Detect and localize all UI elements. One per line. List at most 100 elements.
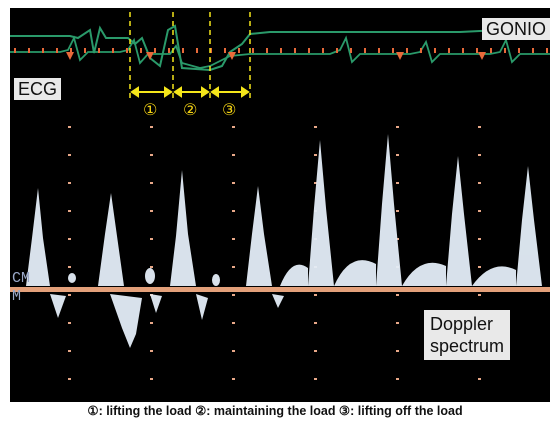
grid-dot	[478, 294, 481, 296]
grid-dot	[232, 126, 235, 128]
diastolic-flow	[334, 260, 376, 286]
flow-fleck	[145, 268, 155, 284]
grid-dot	[396, 154, 399, 156]
scope-graphics	[10, 12, 550, 380]
grid-dot	[150, 322, 153, 324]
gonio-trace	[10, 24, 550, 72]
ecg-tick	[378, 48, 380, 53]
ecg-tick	[84, 48, 86, 53]
ecg-tick	[518, 48, 520, 53]
doppler-baseline	[10, 287, 550, 292]
ecg-tick	[336, 48, 338, 53]
grid-dot	[478, 210, 481, 212]
ecg-tick	[112, 48, 114, 53]
ecg-tick	[224, 48, 226, 53]
ecg-tick	[238, 48, 240, 53]
ecg-tick	[350, 48, 352, 53]
systolic-peak	[26, 188, 50, 286]
ecg-tick	[364, 48, 366, 53]
grid-dot	[232, 210, 235, 212]
ecg-tick	[182, 48, 184, 53]
doppler-label-line1: Doppler	[430, 314, 494, 334]
grid-dot	[314, 154, 317, 156]
r-wave-marker	[146, 52, 154, 60]
phase-boundaries	[129, 12, 251, 100]
reverse-flow	[50, 294, 66, 318]
grid-dot	[150, 266, 153, 268]
grid-dot	[396, 238, 399, 240]
ecg-tick	[490, 48, 492, 53]
grid-dot	[396, 378, 399, 380]
ecg-tick	[322, 48, 324, 53]
ecg-tick	[140, 48, 142, 53]
ecg-tick	[154, 48, 156, 53]
grid-dot	[396, 322, 399, 324]
ecg-tick	[252, 48, 254, 53]
reverse-flow	[196, 294, 208, 320]
phase-number-2: ②	[183, 100, 198, 119]
systolic-peak	[246, 186, 272, 286]
grid-dot	[232, 182, 235, 184]
doppler-label-line2: spectrum	[430, 336, 505, 356]
grid-dot	[232, 294, 235, 296]
grid-dot	[150, 126, 153, 128]
flow-fleck	[68, 273, 76, 283]
doppler-spectrum	[26, 134, 542, 348]
grid-dot	[68, 266, 71, 268]
grid-dot	[314, 378, 317, 380]
grid-dot	[396, 210, 399, 212]
grid-dot	[68, 378, 71, 380]
grid-dot	[396, 294, 399, 296]
systolic-peak	[308, 140, 334, 286]
ecg-tick	[126, 48, 128, 53]
grid-dot	[150, 210, 153, 212]
grid-dot	[478, 266, 481, 268]
ecg-tick	[532, 48, 534, 53]
ecg-tick	[168, 48, 170, 53]
grid-dot	[396, 126, 399, 128]
ecg-tick	[462, 48, 464, 53]
grid-dot	[232, 238, 235, 240]
grid-dot	[150, 350, 153, 352]
ecg-tick	[280, 48, 282, 53]
grid-dot	[150, 238, 153, 240]
ecg-tick	[420, 48, 422, 53]
grid-dot	[68, 126, 71, 128]
grid-dot	[314, 350, 317, 352]
ecg-tick	[448, 48, 450, 53]
grid-dot	[314, 322, 317, 324]
ecg-tick	[42, 48, 44, 53]
ecg-marker-ticks	[14, 48, 548, 53]
ecg-label: ECG	[14, 78, 62, 100]
ecg-tick	[196, 48, 198, 53]
grid-dot	[478, 238, 481, 240]
ecg-tick	[392, 48, 394, 53]
ecg-tick	[56, 48, 58, 53]
gonio-label: GONIO	[481, 18, 550, 40]
grid-dot	[68, 294, 71, 296]
grid-dot	[232, 154, 235, 156]
grid-dot	[314, 182, 317, 184]
ecg-tick	[476, 48, 478, 53]
phase-number-3: ③	[222, 100, 237, 119]
grid-dot	[396, 350, 399, 352]
reverse-flow	[150, 294, 162, 313]
ecg-tick	[14, 48, 16, 53]
reverse-flow	[272, 294, 284, 308]
ecg-tick	[98, 48, 100, 53]
ecg-tick	[308, 48, 310, 53]
grid-dot	[150, 378, 153, 380]
systolic-peak	[446, 156, 472, 286]
grid-dot	[232, 266, 235, 268]
grid-dot	[68, 322, 71, 324]
ecg-tick	[210, 48, 212, 53]
r-wave-marker	[396, 52, 404, 60]
ecg-tick	[504, 48, 506, 53]
phase-arrows	[130, 86, 250, 98]
grid-dot	[68, 210, 71, 212]
grid-dot	[232, 322, 235, 324]
grid-dot	[232, 378, 235, 380]
r-wave-marker	[228, 52, 236, 60]
grid-dot	[232, 350, 235, 352]
cm-scale-label: CM	[12, 270, 31, 287]
